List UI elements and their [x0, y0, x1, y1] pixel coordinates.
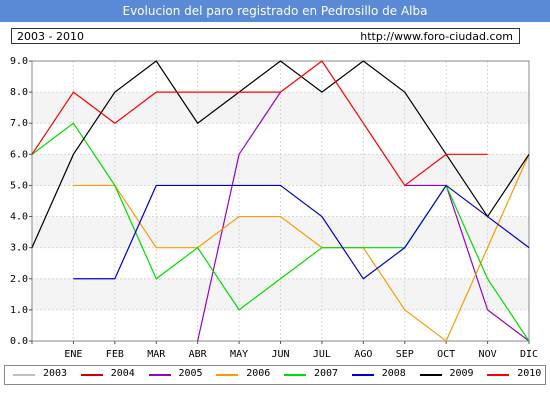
- x-tick-label: FEB: [106, 349, 124, 360]
- y-tick-label: 1.0: [10, 305, 28, 316]
- y-tick-label: 9.0: [10, 56, 28, 67]
- series-line-2008: [73, 184, 530, 280]
- y-tick-label: 5.0: [10, 180, 28, 191]
- legend-label: 2006: [246, 368, 271, 379]
- chart-title: Evolucion del paro registrado en Pedrosi…: [0, 0, 550, 22]
- y-tick-label: 6.0: [10, 149, 28, 160]
- x-tick-label: OCT: [437, 349, 455, 360]
- legend-label: 2010: [517, 368, 542, 379]
- y-tick-label: 3.0: [10, 243, 28, 254]
- y-tick-label: 0.0: [10, 336, 28, 347]
- x-tick-label: JUN: [271, 349, 289, 360]
- legend-swatch: [284, 374, 306, 376]
- x-tick-label: AGO: [354, 349, 372, 360]
- period-label: 2003 - 2010: [17, 30, 84, 43]
- y-tick-label: 7.0: [10, 118, 28, 129]
- legend-label: 2009: [449, 368, 474, 379]
- series-line-2010: [31, 60, 488, 187]
- chart-legend: 2003 2004 2005 2006 2007 2008 2009 2010: [4, 365, 546, 385]
- legend-swatch: [148, 374, 171, 376]
- x-tick-label: MAR: [147, 349, 166, 360]
- x-tick-label: SEP: [396, 349, 414, 360]
- series-line-2005: [197, 91, 281, 342]
- y-tick-label: 2.0: [10, 274, 28, 285]
- y-tick-label: 8.0: [10, 87, 28, 98]
- x-tick-label: MAY: [230, 349, 248, 360]
- legend-label: 2005: [178, 368, 203, 379]
- x-tick-label: ENE: [64, 349, 82, 360]
- legend-swatch: [419, 374, 442, 376]
- x-tick-label: JUL: [313, 349, 331, 360]
- info-box: 2003 - 2010 http://www.foro-ciudad.com: [11, 28, 520, 44]
- legend-label: 2003: [43, 368, 68, 379]
- series-line-2005: [404, 184, 530, 342]
- legend-label: 2007: [314, 368, 339, 379]
- legend-label: 2004: [110, 368, 135, 379]
- x-tick-label: ABR: [189, 349, 208, 360]
- x-tick-label: DIC: [520, 349, 538, 360]
- legend-swatch: [487, 374, 510, 376]
- y-tick-label: 4.0: [10, 212, 28, 223]
- legend-swatch: [216, 374, 239, 376]
- legend-swatch: [80, 374, 103, 376]
- legend-swatch: [351, 374, 374, 376]
- legend-label: 2008: [381, 368, 406, 379]
- x-tick-label: NOV: [479, 349, 497, 360]
- legend-swatch: [13, 374, 35, 376]
- source-url: http://www.foro-ciudad.com: [360, 30, 513, 43]
- series-line-2006: [73, 154, 530, 342]
